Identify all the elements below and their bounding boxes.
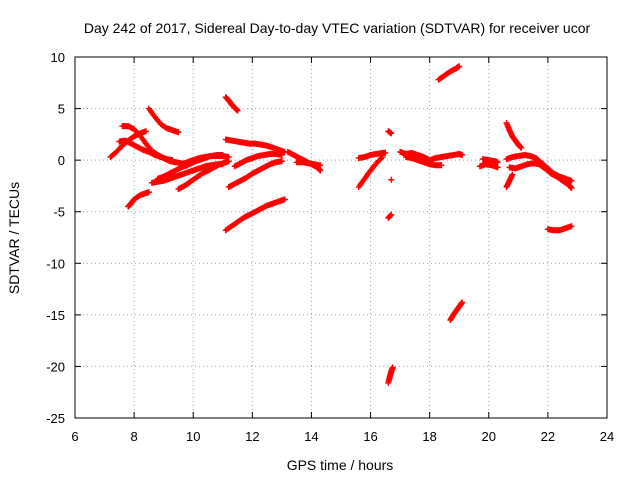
data-point bbox=[509, 171, 516, 178]
y-axis-label: SDTVAR / TECUs bbox=[6, 182, 22, 294]
data-point bbox=[317, 162, 324, 169]
series-track-18 bbox=[355, 154, 386, 190]
data-point bbox=[518, 144, 525, 151]
data-point bbox=[379, 154, 386, 161]
data-point bbox=[456, 63, 463, 70]
series-track-19 bbox=[385, 128, 395, 137]
series-track-32 bbox=[503, 171, 516, 190]
series-track-5 bbox=[125, 189, 152, 210]
y-tick-label: -5 bbox=[53, 205, 65, 220]
y-tick-label: -25 bbox=[46, 411, 65, 426]
chart-title: Day 242 of 2017, Sidereal Day-to-day VTE… bbox=[84, 20, 591, 36]
y-tick-label: -15 bbox=[46, 308, 65, 323]
data-point bbox=[388, 176, 395, 183]
series-track-3 bbox=[116, 137, 176, 164]
data-point bbox=[225, 154, 232, 161]
series-track-22 bbox=[385, 364, 396, 386]
y-tick-label: -20 bbox=[46, 359, 65, 374]
plot-frame bbox=[74, 56, 608, 419]
series-track-9 bbox=[178, 153, 232, 168]
x-tick-label: 18 bbox=[422, 429, 436, 444]
x-tick-label: 12 bbox=[245, 429, 259, 444]
series-track-21 bbox=[385, 211, 395, 221]
x-tick-label: 16 bbox=[363, 429, 377, 444]
x-tick-label: 14 bbox=[304, 429, 318, 444]
series-track-14 bbox=[222, 196, 288, 234]
data-point bbox=[278, 158, 285, 165]
series-track-17 bbox=[355, 149, 389, 162]
data-point bbox=[378, 155, 385, 162]
series-track-7 bbox=[175, 158, 232, 193]
series-track-10 bbox=[222, 94, 241, 114]
series-track-16 bbox=[293, 159, 324, 169]
series-track-31 bbox=[506, 160, 575, 191]
x-tick-label: 6 bbox=[71, 429, 78, 444]
data-point bbox=[278, 151, 285, 158]
data-point bbox=[459, 151, 466, 158]
data-point bbox=[388, 211, 395, 218]
series-track-12 bbox=[225, 158, 285, 190]
axis-ticks: 6 8 10 12 14 16 18 20 22 24 -25 -20 -15 -10 -5 0 5 10 bbox=[46, 50, 614, 444]
data-point bbox=[317, 167, 324, 174]
data-point bbox=[169, 157, 176, 164]
x-axis-label: GPS time / hours bbox=[287, 457, 394, 473]
data-point bbox=[142, 128, 149, 135]
series-track-23 bbox=[397, 148, 466, 164]
x-tick-label: 10 bbox=[186, 429, 200, 444]
series-track-11 bbox=[222, 136, 288, 155]
series-track-29 bbox=[503, 120, 525, 151]
grid bbox=[75, 57, 607, 418]
data-point bbox=[568, 177, 575, 184]
data-point bbox=[568, 223, 575, 230]
series-track-25 bbox=[435, 63, 463, 83]
data-point bbox=[438, 162, 445, 169]
data-point bbox=[234, 107, 241, 114]
data-point bbox=[494, 164, 501, 171]
y-tick-label: 5 bbox=[58, 102, 65, 117]
data-point bbox=[388, 130, 395, 137]
data-point bbox=[382, 149, 389, 156]
y-tick-label: -10 bbox=[46, 256, 65, 271]
data-point bbox=[494, 159, 501, 166]
series-track-28 bbox=[479, 156, 501, 166]
data-points bbox=[107, 63, 575, 386]
series-track-20 bbox=[388, 176, 395, 183]
data-point bbox=[145, 189, 152, 196]
data-point bbox=[175, 129, 182, 136]
data-point bbox=[459, 299, 466, 306]
y-tick-label: 10 bbox=[51, 50, 65, 65]
x-tick-label: 8 bbox=[130, 429, 137, 444]
data-point bbox=[389, 364, 396, 371]
x-tick-label: 22 bbox=[541, 429, 555, 444]
y-tick-label: 0 bbox=[58, 153, 65, 168]
x-tick-label: 20 bbox=[482, 429, 496, 444]
series-track-26 bbox=[447, 299, 466, 324]
x-tick-label: 24 bbox=[600, 429, 614, 444]
data-point bbox=[281, 196, 288, 203]
series-track-4 bbox=[145, 105, 182, 136]
series-track-24 bbox=[403, 154, 445, 169]
data-point bbox=[568, 184, 575, 191]
series-track-13 bbox=[231, 150, 285, 170]
series-track-33 bbox=[544, 223, 575, 234]
